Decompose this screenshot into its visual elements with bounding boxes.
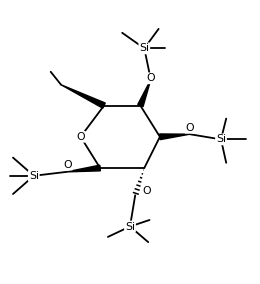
- Text: Si: Si: [125, 222, 135, 231]
- Text: O: O: [142, 186, 151, 197]
- Text: O: O: [76, 132, 85, 142]
- Text: Si: Si: [29, 171, 39, 181]
- Polygon shape: [138, 80, 151, 107]
- Polygon shape: [160, 134, 190, 140]
- Text: O: O: [146, 73, 155, 83]
- Polygon shape: [66, 165, 100, 172]
- Text: O: O: [185, 123, 194, 133]
- Text: Si: Si: [139, 43, 149, 53]
- Text: Si: Si: [216, 134, 226, 144]
- Text: O: O: [63, 160, 72, 170]
- Polygon shape: [61, 85, 105, 108]
